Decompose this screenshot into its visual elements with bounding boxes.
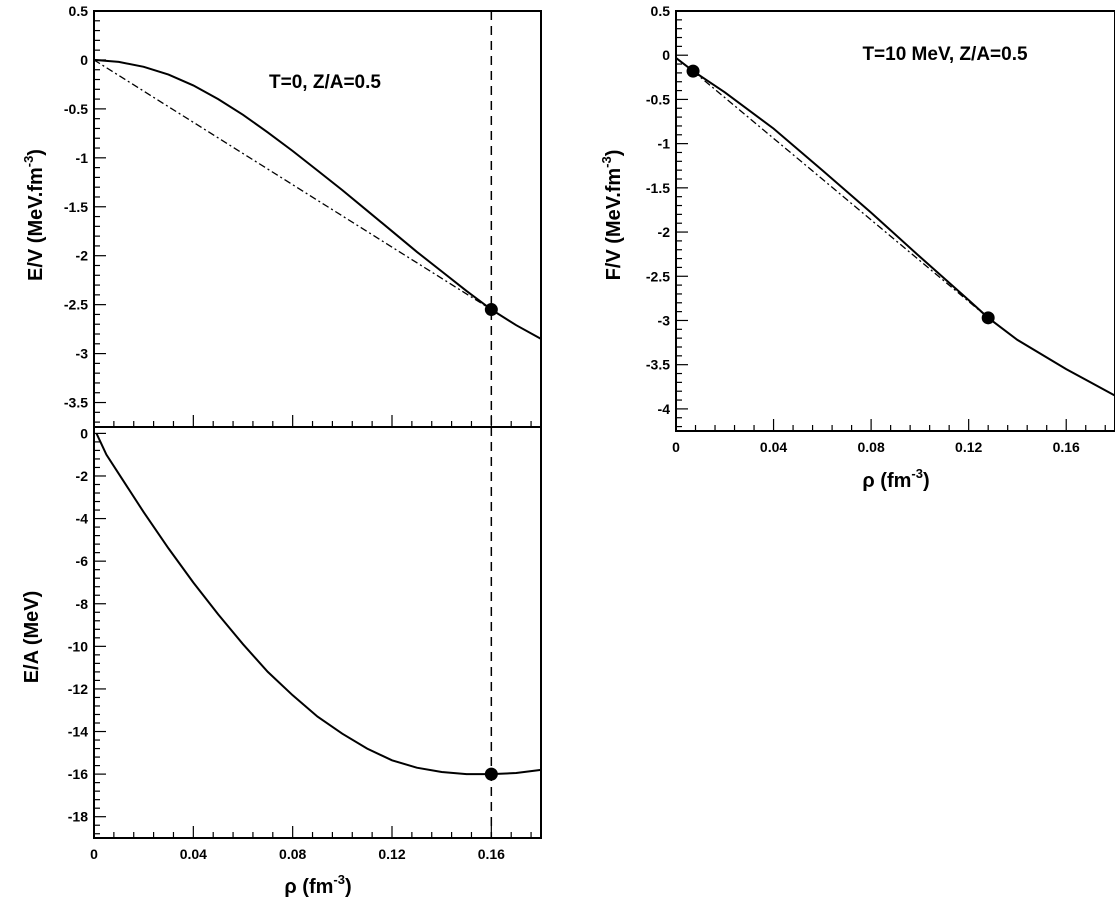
ea-y-tick-label: -4 (76, 511, 89, 527)
ev-y-tick-label: -3.5 (64, 395, 88, 411)
ev-y-tick-label: -2 (76, 248, 89, 264)
fv-x-tick-label: 0 (672, 439, 680, 455)
ea-marker-0 (484, 767, 498, 781)
fv-y-tick-label: 0.5 (651, 3, 671, 19)
fv-y-axis-title-main: F/V (MeV.fm (603, 168, 625, 281)
ev-panel-title: T=0, Z/A=0.5 (269, 72, 381, 93)
ev-ticks-layer: 0.5 0 -0.5 -1 -1.5 -2 -2.5 -3 -3.5 (64, 3, 532, 427)
ev-series-0-line (93, 58, 542, 340)
ev-y-tick-label: -2.5 (64, 297, 88, 313)
fv-y-tick-label: -1.5 (646, 180, 670, 196)
ea-y-tick-label: -6 (76, 553, 89, 569)
ea-x-tick-label: 0.12 (378, 846, 405, 862)
fv-x-axis-title-main: ρ (fm (862, 470, 911, 492)
ea-y-tick-label: -16 (68, 766, 88, 782)
fv-y-tick-label: 0 (662, 47, 670, 63)
ev-y-tick-label: 0 (80, 52, 88, 68)
fv-y-tick-label: -3 (658, 312, 671, 328)
ea-x-axis-title-exponent: -3 (333, 872, 345, 887)
ev-y-tick-label: -1.5 (64, 199, 88, 215)
fv-y-tick-label: -3.5 (646, 357, 670, 373)
ea-y-tick-label: 0 (80, 425, 88, 441)
ev-y-tick-label: 0.5 (69, 3, 89, 19)
fv-marks-layer (686, 64, 995, 325)
fv-x-tick-label: 0.08 (857, 439, 884, 455)
fv-y-tick-label: -2.5 (646, 268, 670, 284)
fv-series-0-line (675, 57, 1115, 397)
ev-series-1-line (93, 59, 492, 311)
ev-y-tick-label: -0.5 (64, 101, 88, 117)
ea-y-tick-label: -18 (68, 809, 88, 825)
ev-series-layer (93, 58, 542, 340)
fv-y-axis-title-exponent: -3 (599, 156, 614, 168)
fv-x-tick-label: 0.12 (955, 439, 982, 455)
fv-series-layer (675, 57, 1115, 397)
fv-x-axis-title-close: ) (923, 470, 930, 492)
ea-x-axis-title-main: ρ (fm (284, 876, 333, 898)
fv-y-tick-label: -0.5 (646, 91, 670, 107)
ea-y-axis-title: E/A (MeV) (21, 591, 43, 684)
fv-x-axis-title: ρ (fm-3) (862, 466, 929, 492)
fv-y-axis-title-close: ) (603, 150, 625, 157)
fv-y-tick-label: -2 (658, 224, 671, 240)
ea-x-tick-label: 0 (90, 846, 98, 862)
fv-marker-0 (686, 64, 700, 78)
ev-y-axis-title-exponent: -3 (21, 156, 36, 168)
ea-marks-layer (484, 427, 498, 838)
ea-y-tick-label: -14 (68, 724, 88, 740)
ea-x-tick-label: 0.16 (478, 846, 505, 862)
ev-y-axis-title: E/V (MeV.fm-3) (21, 149, 47, 281)
fv-x-tick-label: 0.16 (1053, 439, 1080, 455)
ea-y-tick-label: -10 (68, 638, 88, 654)
fv-marker-1 (981, 311, 995, 325)
fv-series-1-line (692, 70, 989, 319)
fv-x-tick-label: 0.04 (760, 439, 787, 455)
ea-x-axis-title-close: ) (345, 876, 352, 898)
ea-y-tick-label: -8 (76, 596, 89, 612)
ev-marker-0 (484, 303, 498, 317)
fv-panel-title: T=10 MeV, Z/A=0.5 (862, 44, 1028, 65)
ev-y-axis-title-main: E/V (MeV.fm (25, 167, 47, 281)
ev-y-tick-label: -3 (76, 346, 89, 362)
fv-y-tick-label: -1 (658, 136, 671, 152)
fv-ticks-layer: 0.5 0 -0.5 -1 -1.5 -2 -2.5 -3 -3.5 -4 0 0.04 0.08 0.1… (646, 3, 1106, 455)
ev-marks-layer (484, 11, 498, 427)
ea-x-tick-label: 0.04 (180, 846, 207, 862)
fv-y-tick-label: -4 (658, 401, 671, 417)
fv-panel: 0.5 0 -0.5 -1 -1.5 -2 -2.5 -3 -3.5 -4 0 0.04 0.08 0.1… (599, 3, 1115, 492)
ea-x-tick-label: 0.08 (279, 846, 306, 862)
ev-y-tick-label: -1 (76, 150, 89, 166)
ea-x-axis-title: ρ (fm-3) (284, 872, 351, 898)
ea-y-tick-label: -2 (76, 468, 89, 484)
ea-series-0-line (95, 432, 542, 776)
ea-ticks-layer: 0 -2 -4 -6 -8 -10 -12 -14 -16 -18 0 0.04 0.08 0.12 0.1… (68, 425, 532, 862)
ea-y-tick-label: -12 (68, 681, 88, 697)
ea-plot-frame (93, 426, 542, 839)
fv-plot-frame (675, 10, 1115, 432)
ev-panel: 0.50-0.5-1-1.5-2-2.5-3-3.5 T=0, Z/A=0.5 … (21, 3, 542, 428)
fv-y-axis-title: F/V (MeV.fm-3) (599, 150, 625, 281)
ea-panel: 0 -2 -4 -6 -8 -10 -12 -14 -16 -18 0 0.04 0.08 0.12 0.1… (21, 425, 542, 898)
ea-series-layer (95, 432, 542, 776)
fv-x-axis-title-exponent: -3 (911, 466, 923, 481)
ev-y-axis-title-close: ) (25, 149, 47, 156)
